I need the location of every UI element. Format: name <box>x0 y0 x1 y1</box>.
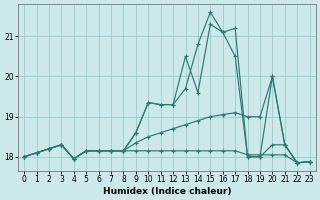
X-axis label: Humidex (Indice chaleur): Humidex (Indice chaleur) <box>103 187 231 196</box>
